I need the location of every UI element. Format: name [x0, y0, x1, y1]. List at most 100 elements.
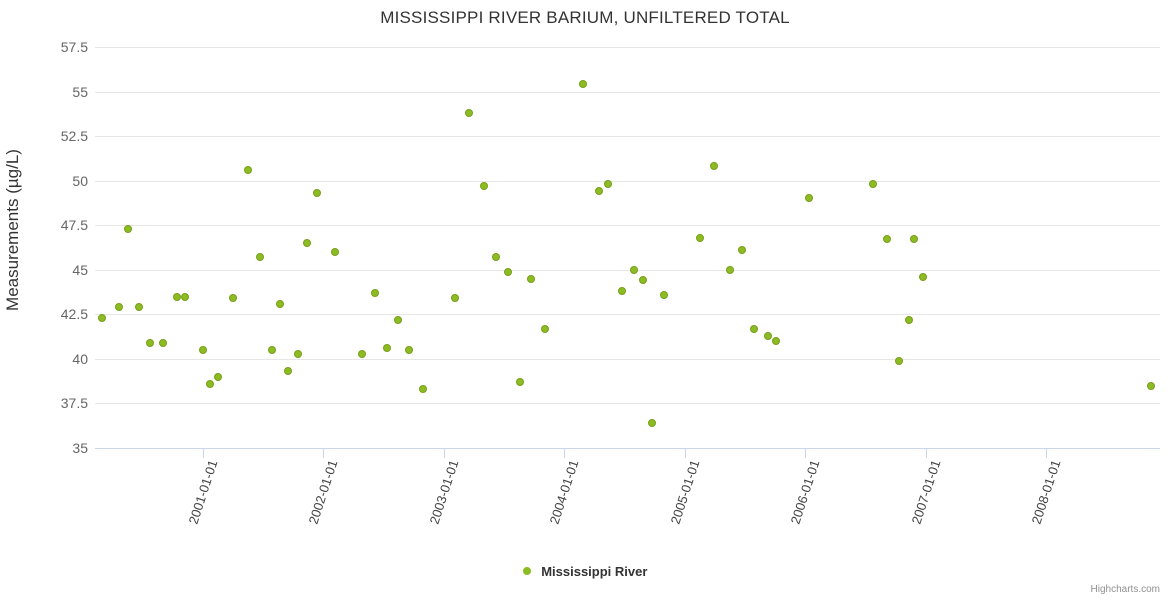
data-point[interactable]	[604, 180, 613, 189]
data-point[interactable]	[302, 239, 311, 248]
data-point[interactable]	[638, 276, 647, 285]
y-tick-label: 47.5	[60, 217, 88, 234]
data-point[interactable]	[595, 187, 604, 196]
data-point[interactable]	[205, 379, 214, 388]
gridline-y	[95, 47, 1160, 48]
x-tick-label: 2006-01-01	[788, 458, 823, 526]
data-point[interactable]	[883, 235, 892, 244]
gridline-y	[95, 403, 1160, 405]
data-point[interactable]	[479, 182, 488, 190]
data-point[interactable]	[275, 299, 284, 308]
legend-item-label: Mississippi River	[541, 564, 648, 580]
x-tick-mark	[684, 448, 686, 458]
data-point[interactable]	[1147, 381, 1156, 390]
x-tick-label: 2003-01-01	[426, 458, 462, 526]
data-point[interactable]	[284, 367, 293, 376]
data-point[interactable]	[382, 344, 391, 353]
data-point[interactable]	[515, 378, 524, 387]
y-tick-label: 57.5	[60, 39, 88, 55]
y-tick-label: 42.5	[60, 306, 88, 323]
data-point[interactable]	[541, 324, 550, 333]
legend-marker-icon	[522, 566, 531, 575]
data-point[interactable]	[394, 315, 403, 324]
data-point[interactable]	[404, 345, 413, 354]
x-tick-mark	[202, 448, 204, 458]
gridline-y	[95, 180, 1160, 182]
data-point[interactable]	[465, 108, 474, 117]
data-point[interactable]	[648, 419, 657, 428]
y-tick-label: 35	[72, 440, 88, 456]
data-point[interactable]	[910, 235, 919, 244]
data-point[interactable]	[158, 338, 167, 347]
data-point[interactable]	[805, 194, 814, 203]
data-point[interactable]	[451, 294, 460, 303]
data-point[interactable]	[357, 349, 366, 358]
chart-title: MISSISSIPPI RIVER BARIUM, UNFILTERED TOT…	[380, 8, 790, 27]
data-point[interactable]	[749, 324, 758, 333]
data-point[interactable]	[134, 303, 143, 312]
x-tick-label: 2004-01-01	[546, 458, 582, 526]
data-point[interactable]	[229, 294, 238, 303]
x-tick-mark	[323, 448, 325, 458]
y-tick-label: 55	[72, 83, 88, 100]
legend-item-mississippi-river[interactable]: Mississippi River	[522, 563, 648, 580]
data-point[interactable]	[659, 290, 668, 299]
data-point[interactable]	[293, 349, 302, 358]
data-point[interactable]	[618, 287, 627, 296]
x-tick-label: 2005-01-01	[667, 458, 703, 526]
data-point[interactable]	[737, 246, 746, 255]
data-point[interactable]	[419, 385, 428, 394]
data-point[interactable]	[629, 265, 638, 274]
data-point[interactable]	[918, 272, 927, 281]
data-point[interactable]	[198, 345, 207, 354]
x-tick-mark	[925, 448, 927, 458]
gridline-y	[95, 314, 1160, 316]
x-tick-label: 2008-01-01	[1029, 458, 1064, 526]
x-tick-label: 2001-01-01	[185, 458, 221, 526]
data-point[interactable]	[504, 267, 513, 276]
data-point[interactable]	[313, 189, 322, 198]
data-point[interactable]	[695, 233, 704, 242]
x-axis-line	[95, 448, 1160, 449]
data-point[interactable]	[331, 247, 339, 256]
data-point[interactable]	[256, 253, 265, 262]
y-tick-label: 52.5	[60, 128, 88, 145]
data-point[interactable]	[180, 292, 189, 301]
data-point[interactable]	[172, 292, 181, 301]
data-point[interactable]	[527, 274, 536, 283]
plot-area	[95, 47, 1160, 449]
data-point[interactable]	[145, 338, 154, 347]
data-point[interactable]	[214, 372, 223, 381]
gridline-y	[95, 136, 1160, 138]
y-tick-label: 37.5	[60, 395, 88, 412]
data-point[interactable]	[579, 80, 588, 89]
data-point[interactable]	[726, 265, 735, 274]
data-point[interactable]	[772, 337, 781, 346]
data-point[interactable]	[869, 180, 878, 189]
data-point[interactable]	[492, 253, 501, 262]
chart-legend: Mississippi River	[0, 563, 1170, 579]
gridline-y	[95, 91, 1160, 93]
data-point[interactable]	[895, 356, 904, 365]
data-point[interactable]	[243, 165, 252, 174]
gridline-y	[95, 269, 1160, 271]
y-axis-tick-labels: 35 37.5 40 42.5 45 47.5 50 52.5 55 57.5	[12, 39, 88, 456]
data-point[interactable]	[114, 303, 123, 312]
x-tick-label: 2007-01-01	[908, 458, 944, 526]
data-point[interactable]	[267, 345, 276, 354]
gridline-y	[95, 225, 1160, 227]
x-tick-mark	[1046, 448, 1048, 458]
x-tick-label: 2002-01-01	[305, 458, 341, 526]
credits-label: Highcharts.com	[1090, 584, 1160, 595]
data-point[interactable]	[763, 331, 772, 340]
x-tick-mark	[564, 448, 566, 458]
x-tick-mark	[805, 448, 807, 458]
y-tick-label: 45	[72, 261, 88, 278]
data-point[interactable]	[709, 162, 718, 171]
data-point[interactable]	[97, 313, 106, 322]
data-point[interactable]	[904, 315, 913, 324]
y-tick-label: 40	[72, 350, 88, 367]
data-point[interactable]	[370, 288, 379, 297]
data-point[interactable]	[124, 224, 132, 233]
